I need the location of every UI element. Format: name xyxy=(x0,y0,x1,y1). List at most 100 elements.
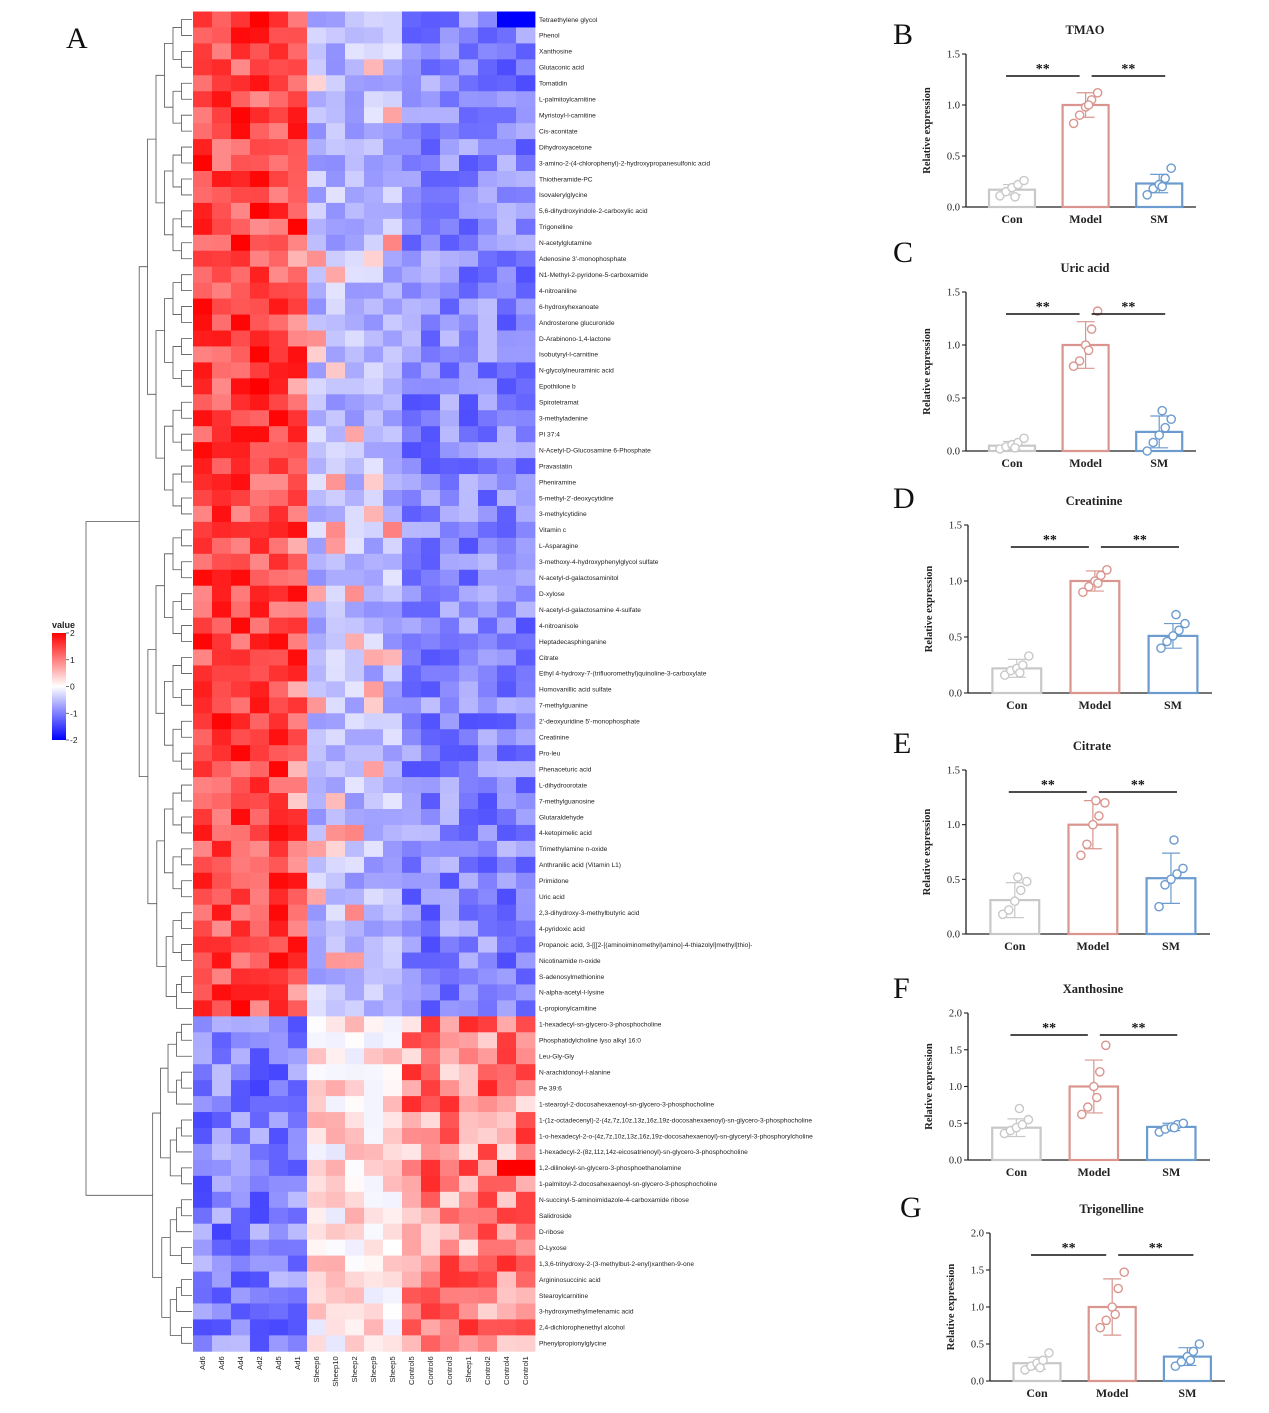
bar xyxy=(1061,103,1110,209)
heatmap-cell xyxy=(440,346,460,363)
heatmap-cell xyxy=(497,713,517,730)
heatmap-cell xyxy=(193,1207,213,1225)
heatmap-cell xyxy=(516,202,536,220)
heatmap-cell xyxy=(193,1159,213,1177)
dendrogram-branch xyxy=(164,170,173,236)
dendrogram-branch xyxy=(181,338,192,355)
heatmap-cell xyxy=(497,202,517,220)
heatmap-cell xyxy=(250,1255,270,1272)
heatmap-cell xyxy=(440,442,460,459)
heatmap-cell xyxy=(326,553,346,571)
heatmap-cell xyxy=(269,330,289,347)
heatmap-cell xyxy=(402,1048,422,1065)
heatmap-cell xyxy=(497,1271,517,1288)
heatmap-cell xyxy=(193,505,213,523)
heatmap-cell xyxy=(326,1335,346,1352)
heatmap-cell xyxy=(212,617,232,634)
heatmap-cell xyxy=(383,840,403,858)
heatmap-cell xyxy=(231,1191,251,1209)
heatmap-cell xyxy=(364,1143,384,1161)
heatmap-cell xyxy=(364,394,384,411)
heatmap-cell xyxy=(212,761,232,778)
heatmap-cell xyxy=(364,1112,384,1129)
heatmap-cell xyxy=(478,872,498,890)
heatmap-cell xyxy=(459,888,479,906)
heatmap-cell xyxy=(307,91,327,108)
dendrogram-branch xyxy=(172,856,182,890)
heatmap-cell xyxy=(421,1255,441,1272)
heatmap-cell xyxy=(326,936,346,953)
heatmap-cell xyxy=(440,266,460,284)
heatmap-cell xyxy=(478,11,498,28)
heatmap-cell xyxy=(345,633,365,650)
heatmap-row-label: N-succinyl-5-aminoimidazole-4-carboxamid… xyxy=(539,1197,689,1204)
heatmap-cell xyxy=(212,1303,232,1320)
heatmap-cell xyxy=(402,314,422,331)
heatmap-cell xyxy=(212,27,232,44)
heatmap-cell xyxy=(326,250,346,268)
heatmap-cell xyxy=(440,378,460,395)
heatmap-cell xyxy=(459,1207,479,1225)
heatmap-cell xyxy=(440,505,460,523)
heatmap-cell xyxy=(326,394,346,411)
heatmap-cell xyxy=(345,777,365,794)
heatmap-cell xyxy=(459,809,479,826)
heatmap-cell xyxy=(269,968,289,985)
heatmap-cell xyxy=(421,920,441,937)
heatmap-cell xyxy=(250,617,270,634)
heatmap-cell xyxy=(193,314,213,331)
heatmap-cell xyxy=(364,1064,384,1081)
heatmap-cell xyxy=(459,777,479,794)
heatmap-cell xyxy=(497,569,517,587)
heatmap-cell xyxy=(269,585,289,603)
heatmap-cell xyxy=(440,681,460,698)
heatmap-cell xyxy=(345,346,365,363)
heatmap-cell xyxy=(478,649,498,666)
heatmap-cell xyxy=(402,537,422,555)
heatmap-cell xyxy=(288,442,308,459)
heatmap-cell xyxy=(402,745,422,762)
data-point xyxy=(1188,1346,1199,1357)
y-tick-label: 1.0 xyxy=(947,341,960,352)
data-point xyxy=(1178,1118,1189,1129)
heatmap-cell xyxy=(212,649,232,666)
heatmap-cell xyxy=(250,505,270,523)
heatmap-cell xyxy=(459,1096,479,1113)
heatmap-cell xyxy=(326,1048,346,1065)
heatmap-cell xyxy=(497,282,517,299)
heatmap-row-label: S-adenosylmethionine xyxy=(539,974,605,981)
heatmap-row-label: Trigonelline xyxy=(539,224,573,231)
heatmap-cell xyxy=(478,314,498,331)
heatmap-cell xyxy=(421,362,441,379)
heatmap-cell xyxy=(383,1271,403,1288)
heatmap-cell xyxy=(383,521,403,539)
heatmap-cell xyxy=(231,59,251,76)
heatmap-cell xyxy=(440,171,460,188)
heatmap-cell xyxy=(421,904,441,922)
heatmap-cell xyxy=(402,809,422,826)
heatmap-cell xyxy=(516,1159,536,1177)
heatmap-cell xyxy=(421,298,441,315)
heatmap-cell xyxy=(421,1159,441,1177)
data-point xyxy=(1082,839,1092,850)
heatmap-cell xyxy=(516,1064,536,1081)
heatmap-cell xyxy=(345,314,365,331)
heatmap-cell xyxy=(421,777,441,794)
heatmap-cell xyxy=(307,617,327,634)
heatmap-cell xyxy=(250,1143,270,1161)
heatmap-cell xyxy=(402,1064,422,1081)
heatmap-cell xyxy=(193,904,213,922)
heatmap-cell xyxy=(383,601,403,618)
heatmap-column-label: Ad6 xyxy=(198,1356,207,1370)
heatmap-cell xyxy=(250,1207,270,1225)
heatmap-cell xyxy=(364,665,384,682)
heatmap-cell xyxy=(307,745,327,762)
heatmap-cell xyxy=(269,1191,289,1209)
heatmap-cell xyxy=(440,1223,460,1241)
heatmap-cell xyxy=(212,1016,232,1033)
heatmap-cell xyxy=(231,171,251,188)
significance-marker: ** xyxy=(1121,62,1135,77)
heatmap-cell xyxy=(307,186,327,204)
dendrogram-branch xyxy=(172,792,182,826)
heatmap-cell xyxy=(516,505,536,523)
